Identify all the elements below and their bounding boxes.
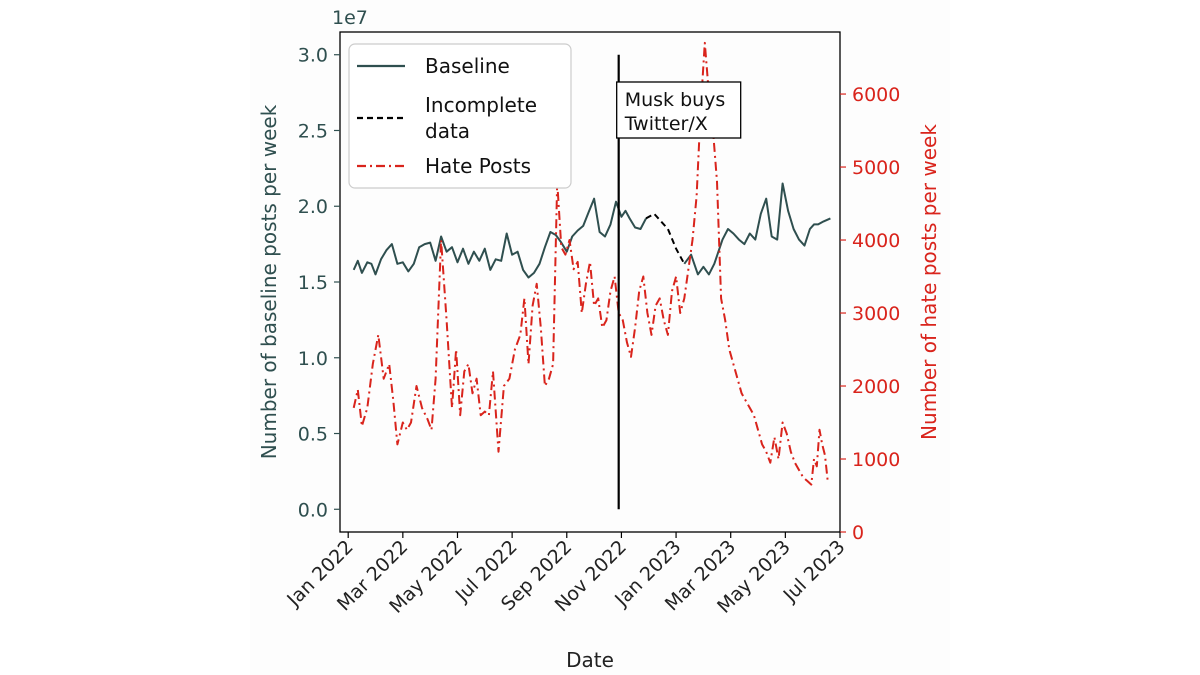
y-tick-label-left: 2.5 (298, 120, 328, 142)
legend-label: Incomplete (425, 93, 537, 117)
y-tick-label-right: 1000 (852, 449, 900, 471)
annotation-text: Twitter/X (624, 113, 708, 135)
legend-label: Baseline (425, 54, 510, 78)
series-line-hate-posts (352, 41, 829, 486)
y-tick-label-left: 1.5 (298, 272, 328, 294)
series-line-baseline (352, 197, 647, 279)
y-axis-label-right: Number of hate posts per week (917, 124, 941, 440)
y-tick-label-left: 3.0 (298, 45, 328, 67)
y-tick-label-right: 4000 (852, 230, 900, 252)
annotation-box (616, 81, 742, 139)
legend-label: data (425, 119, 470, 143)
y-tick-label-right: 6000 (852, 84, 900, 106)
y-tick-label-right: 5000 (852, 157, 900, 179)
y-tick-label-right: 3000 (852, 303, 900, 325)
y-tick-label-left: 0.5 (298, 424, 328, 446)
legend-box (348, 43, 572, 189)
y-tick-label-left: 1.0 (298, 348, 328, 370)
series-line-baseline (683, 182, 831, 276)
x-axis-label: Date (566, 648, 614, 672)
y-axis-label-left: Number of baseline posts per week (257, 104, 281, 459)
y-tick-label-left: 0.0 (298, 499, 328, 521)
y-tick-label-left: 2.0 (298, 196, 328, 218)
annotation-text: Musk buys (625, 89, 726, 111)
y-tick-label-right: 2000 (852, 376, 900, 398)
y-axis-offset-label: 1e7 (332, 7, 368, 29)
y-tick-label-right: 0 (852, 522, 864, 544)
series-line-incomplete-data (645, 212, 686, 265)
axes: 0.0 0.5 1.0 1.5 2.0 2.5 3.0 0 1000 2000 3000 4000 50… (282, 45, 900, 618)
series-layer (352, 41, 831, 486)
legend-label: Hate Posts (425, 154, 531, 178)
